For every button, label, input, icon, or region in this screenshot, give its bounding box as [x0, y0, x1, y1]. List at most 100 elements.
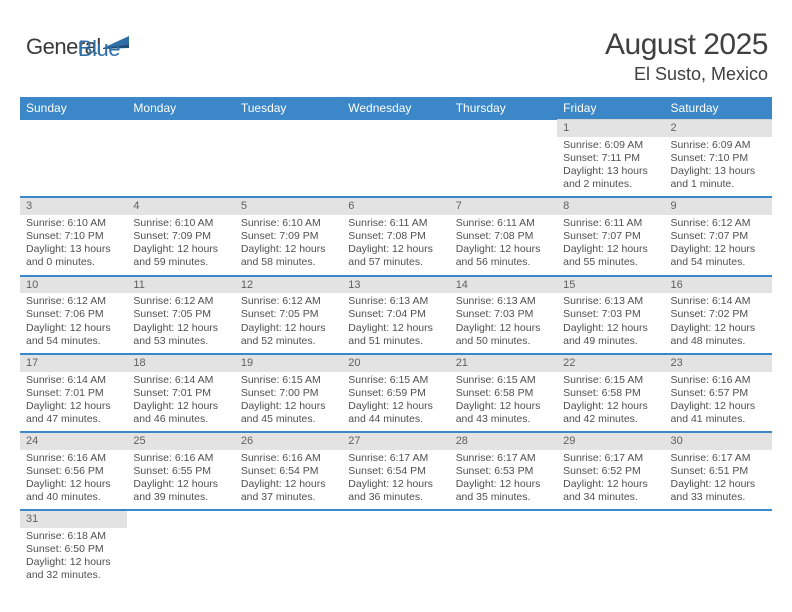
day-details-cell: [235, 528, 342, 588]
day-number-cell: 7: [450, 197, 557, 215]
sunset-text: Sunset: 6:54 PM: [348, 465, 443, 478]
location: El Susto, Mexico: [605, 64, 768, 85]
sunset-text: Sunset: 7:03 PM: [563, 308, 658, 321]
title-block: August 2025 El Susto, Mexico: [605, 28, 768, 85]
daylight-text: Daylight: 13 hours and 1 minute.: [671, 165, 766, 191]
sunset-text: Sunset: 6:59 PM: [348, 387, 443, 400]
sunrise-text: Sunrise: 6:12 AM: [133, 295, 228, 308]
weekday-header-row: Sunday Monday Tuesday Wednesday Thursday…: [20, 97, 772, 120]
daylight-text: Daylight: 12 hours and 39 minutes.: [133, 478, 228, 504]
sunrise-text: Sunrise: 6:12 AM: [26, 295, 121, 308]
month-title: August 2025: [605, 28, 768, 62]
day-details-cell: Sunrise: 6:09 AMSunset: 7:10 PMDaylight:…: [665, 137, 772, 198]
daynum-row: 12: [20, 120, 772, 137]
sunrise-text: Sunrise: 6:10 AM: [26, 217, 121, 230]
day-number-cell: 13: [342, 276, 449, 294]
day-details-cell: Sunrise: 6:14 AMSunset: 7:02 PMDaylight:…: [665, 293, 772, 354]
calendar-table: Sunday Monday Tuesday Wednesday Thursday…: [20, 97, 772, 588]
sunset-text: Sunset: 7:00 PM: [241, 387, 336, 400]
sunset-text: Sunset: 7:01 PM: [26, 387, 121, 400]
sunrise-text: Sunrise: 6:12 AM: [241, 295, 336, 308]
day-number-cell: 26: [235, 432, 342, 450]
daynum-row: 24252627282930: [20, 432, 772, 450]
day-details-cell: Sunrise: 6:11 AMSunset: 7:07 PMDaylight:…: [557, 215, 664, 276]
day-number-cell: [20, 120, 127, 137]
day-number-cell: 9: [665, 197, 772, 215]
day-details-cell: Sunrise: 6:18 AMSunset: 6:50 PMDaylight:…: [20, 528, 127, 588]
daylight-text: Daylight: 12 hours and 57 minutes.: [348, 243, 443, 269]
day-number-cell: 14: [450, 276, 557, 294]
day-details-cell: Sunrise: 6:14 AMSunset: 7:01 PMDaylight:…: [127, 372, 234, 433]
day-number-cell: 24: [20, 432, 127, 450]
day-number-cell: 30: [665, 432, 772, 450]
sunset-text: Sunset: 6:52 PM: [563, 465, 658, 478]
sunset-text: Sunset: 7:09 PM: [241, 230, 336, 243]
daylight-text: Daylight: 12 hours and 40 minutes.: [26, 478, 121, 504]
daylight-text: Daylight: 12 hours and 54 minutes.: [671, 243, 766, 269]
day-details-cell: Sunrise: 6:15 AMSunset: 6:58 PMDaylight:…: [557, 372, 664, 433]
sunset-text: Sunset: 6:58 PM: [563, 387, 658, 400]
daynum-row: 31: [20, 510, 772, 528]
day-details-cell: Sunrise: 6:10 AMSunset: 7:10 PMDaylight:…: [20, 215, 127, 276]
day-details-cell: [450, 137, 557, 198]
details-row: Sunrise: 6:12 AMSunset: 7:06 PMDaylight:…: [20, 293, 772, 354]
day-number-cell: 28: [450, 432, 557, 450]
sunrise-text: Sunrise: 6:15 AM: [241, 374, 336, 387]
sunset-text: Sunset: 6:58 PM: [456, 387, 551, 400]
day-details-cell: Sunrise: 6:15 AMSunset: 7:00 PMDaylight:…: [235, 372, 342, 433]
day-number-cell: [557, 510, 664, 528]
day-number-cell: 29: [557, 432, 664, 450]
sunrise-text: Sunrise: 6:13 AM: [563, 295, 658, 308]
day-number-cell: [342, 120, 449, 137]
day-details-cell: Sunrise: 6:11 AMSunset: 7:08 PMDaylight:…: [342, 215, 449, 276]
day-number-cell: [127, 510, 234, 528]
day-details-cell: Sunrise: 6:17 AMSunset: 6:54 PMDaylight:…: [342, 450, 449, 511]
sunrise-text: Sunrise: 6:12 AM: [671, 217, 766, 230]
day-details-cell: Sunrise: 6:15 AMSunset: 6:58 PMDaylight:…: [450, 372, 557, 433]
sunrise-text: Sunrise: 6:15 AM: [456, 374, 551, 387]
day-details-cell: Sunrise: 6:16 AMSunset: 6:56 PMDaylight:…: [20, 450, 127, 511]
day-details-cell: Sunrise: 6:14 AMSunset: 7:01 PMDaylight:…: [20, 372, 127, 433]
daylight-text: Daylight: 13 hours and 2 minutes.: [563, 165, 658, 191]
day-details-cell: Sunrise: 6:12 AMSunset: 7:07 PMDaylight:…: [665, 215, 772, 276]
header: General August 2025 El Susto, Mexico: [20, 28, 772, 85]
day-number-cell: 20: [342, 354, 449, 372]
daylight-text: Daylight: 12 hours and 42 minutes.: [563, 400, 658, 426]
daylight-text: Daylight: 12 hours and 56 minutes.: [456, 243, 551, 269]
details-row: Sunrise: 6:14 AMSunset: 7:01 PMDaylight:…: [20, 372, 772, 433]
day-number-cell: 11: [127, 276, 234, 294]
sunset-text: Sunset: 7:11 PM: [563, 152, 658, 165]
daylight-text: Daylight: 12 hours and 32 minutes.: [26, 556, 121, 582]
day-details-cell: Sunrise: 6:10 AMSunset: 7:09 PMDaylight:…: [235, 215, 342, 276]
daynum-row: 3456789: [20, 197, 772, 215]
daylight-text: Daylight: 12 hours and 36 minutes.: [348, 478, 443, 504]
details-row: Sunrise: 6:10 AMSunset: 7:10 PMDaylight:…: [20, 215, 772, 276]
sunset-text: Sunset: 7:05 PM: [133, 308, 228, 321]
day-number-cell: 4: [127, 197, 234, 215]
weekday-mon: Monday: [127, 97, 234, 120]
daylight-text: Daylight: 12 hours and 51 minutes.: [348, 322, 443, 348]
day-number-cell: 19: [235, 354, 342, 372]
daylight-text: Daylight: 12 hours and 45 minutes.: [241, 400, 336, 426]
details-row: Sunrise: 6:18 AMSunset: 6:50 PMDaylight:…: [20, 528, 772, 588]
sunset-text: Sunset: 7:09 PM: [133, 230, 228, 243]
sunrise-text: Sunrise: 6:17 AM: [348, 452, 443, 465]
sunset-text: Sunset: 6:55 PM: [133, 465, 228, 478]
daylight-text: Daylight: 12 hours and 46 minutes.: [133, 400, 228, 426]
daylight-text: Daylight: 12 hours and 35 minutes.: [456, 478, 551, 504]
day-details-cell: Sunrise: 6:17 AMSunset: 6:53 PMDaylight:…: [450, 450, 557, 511]
day-details-cell: Sunrise: 6:16 AMSunset: 6:57 PMDaylight:…: [665, 372, 772, 433]
daylight-text: Daylight: 12 hours and 43 minutes.: [456, 400, 551, 426]
day-number-cell: [450, 510, 557, 528]
day-details-cell: Sunrise: 6:09 AMSunset: 7:11 PMDaylight:…: [557, 137, 664, 198]
day-number-cell: 12: [235, 276, 342, 294]
day-number-cell: 5: [235, 197, 342, 215]
sunset-text: Sunset: 6:50 PM: [26, 543, 121, 556]
sunrise-text: Sunrise: 6:16 AM: [133, 452, 228, 465]
day-details-cell: Sunrise: 6:17 AMSunset: 6:52 PMDaylight:…: [557, 450, 664, 511]
day-number-cell: 1: [557, 120, 664, 137]
day-number-cell: [235, 120, 342, 137]
sunset-text: Sunset: 6:51 PM: [671, 465, 766, 478]
day-number-cell: [235, 510, 342, 528]
day-details-cell: Sunrise: 6:12 AMSunset: 7:05 PMDaylight:…: [127, 293, 234, 354]
